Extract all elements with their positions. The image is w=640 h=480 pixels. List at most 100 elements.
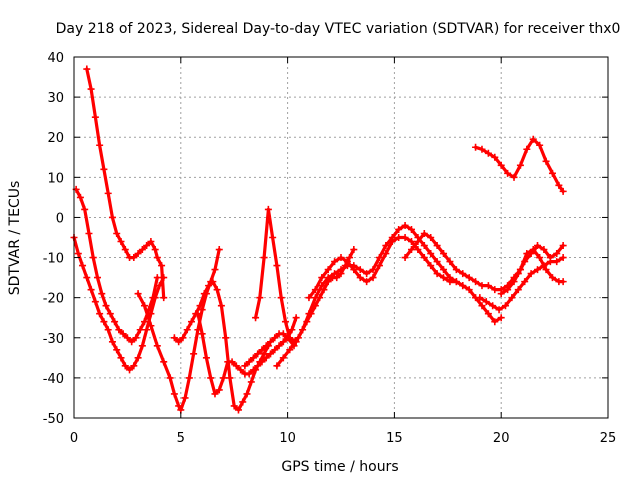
data-point-marker xyxy=(98,290,106,298)
data-point-marker xyxy=(100,318,108,326)
data-point-marker xyxy=(497,290,505,298)
data-point-marker xyxy=(87,85,95,93)
data-point-marker xyxy=(211,266,219,274)
data-point-marker xyxy=(534,266,542,274)
data-point-marker xyxy=(331,258,339,266)
y-tick-label: 0 xyxy=(56,211,64,226)
data-point-marker xyxy=(247,378,255,386)
data-point-marker xyxy=(217,302,225,310)
data-point-marker xyxy=(521,258,529,266)
data-point-marker xyxy=(420,254,428,262)
data-point-marker xyxy=(202,354,210,362)
data-point-marker xyxy=(521,278,529,286)
data-point-marker xyxy=(160,274,168,282)
data-point-marker xyxy=(130,254,138,262)
y-tick-label: 40 xyxy=(47,51,64,66)
data-point-marker xyxy=(121,362,129,370)
data-point-marker xyxy=(324,266,332,274)
data-point-marker xyxy=(542,266,550,274)
x-tick-label: 15 xyxy=(386,431,403,446)
data-point-marker xyxy=(252,314,260,322)
data-point-marker xyxy=(548,169,556,177)
data-point-marker xyxy=(459,270,467,278)
data-point-marker xyxy=(181,394,189,402)
data-point-marker xyxy=(311,294,319,302)
data-point-marker xyxy=(356,266,364,274)
data-point-marker xyxy=(452,278,460,286)
y-tick-label: -30 xyxy=(43,332,64,347)
data-point-marker xyxy=(262,342,270,350)
data-point-marker xyxy=(540,246,548,254)
data-point-marker xyxy=(119,330,127,338)
data-point-marker xyxy=(478,282,486,290)
data-point-marker xyxy=(200,290,208,298)
data-point-marker xyxy=(213,286,221,294)
data-point-marker xyxy=(151,294,159,302)
data-point-marker xyxy=(553,250,561,258)
data-point-marker xyxy=(542,157,550,165)
data-point-marker xyxy=(446,258,454,266)
data-point-marker xyxy=(299,326,307,334)
data-point-marker xyxy=(346,254,354,262)
data-point-marker xyxy=(269,234,277,241)
data-point-marker xyxy=(232,362,240,370)
data-point-marker xyxy=(478,145,486,153)
y-tick-label: -40 xyxy=(43,372,64,387)
y-tick-label: -20 xyxy=(43,292,64,307)
data-point-marker xyxy=(337,254,345,262)
y-tick-label: -50 xyxy=(43,412,64,427)
data-point-marker xyxy=(93,274,101,282)
data-point-marker xyxy=(510,173,518,181)
data-point-marker xyxy=(356,274,364,282)
data-point-marker xyxy=(279,338,287,346)
data-point-marker xyxy=(472,278,480,286)
data-point-marker xyxy=(96,310,104,318)
data-point-marker xyxy=(153,342,161,350)
data-point-marker xyxy=(267,350,275,358)
data-point-marker xyxy=(100,165,108,173)
data-point-marker xyxy=(260,350,268,358)
data-point-marker xyxy=(136,326,144,334)
data-point-marker xyxy=(320,286,328,294)
data-point-marker xyxy=(254,362,262,370)
data-point-marker xyxy=(138,246,146,254)
data-point-marker xyxy=(138,342,146,350)
data-point-marker xyxy=(388,238,396,246)
data-point-marker xyxy=(134,250,142,258)
series-line xyxy=(136,247,221,412)
data-point-marker xyxy=(407,238,415,246)
data-point-marker xyxy=(497,314,505,322)
series-arc13 xyxy=(472,135,567,195)
x-tick-label: 10 xyxy=(279,431,296,446)
data-point-marker xyxy=(559,242,567,250)
data-point-marker xyxy=(333,274,341,282)
data-point-marker xyxy=(220,374,228,382)
series-line xyxy=(510,243,565,284)
data-point-marker xyxy=(534,242,542,250)
data-point-marker xyxy=(350,266,358,274)
data-series-layer xyxy=(70,65,567,414)
data-point-marker xyxy=(363,278,371,286)
data-point-marker xyxy=(484,149,492,157)
data-point-marker xyxy=(121,246,129,254)
data-point-marker xyxy=(440,266,448,274)
data-point-marker xyxy=(91,113,99,121)
data-point-marker xyxy=(395,225,403,233)
data-point-marker xyxy=(104,189,112,197)
data-point-marker xyxy=(267,338,275,346)
data-point-marker xyxy=(230,402,238,410)
data-point-marker xyxy=(215,386,223,394)
y-axis-label: SDTVAR / TECUs xyxy=(7,181,23,296)
data-point-marker xyxy=(140,302,148,310)
data-point-marker xyxy=(369,274,377,282)
data-point-marker xyxy=(484,282,492,290)
y-tick-label: -10 xyxy=(43,252,64,267)
y-tick-label: 10 xyxy=(47,171,64,186)
data-point-marker xyxy=(279,354,287,362)
data-point-marker xyxy=(117,354,125,362)
data-point-marker xyxy=(559,187,567,195)
data-point-marker xyxy=(527,270,535,278)
data-point-marker xyxy=(491,153,499,161)
data-point-marker xyxy=(273,262,281,270)
